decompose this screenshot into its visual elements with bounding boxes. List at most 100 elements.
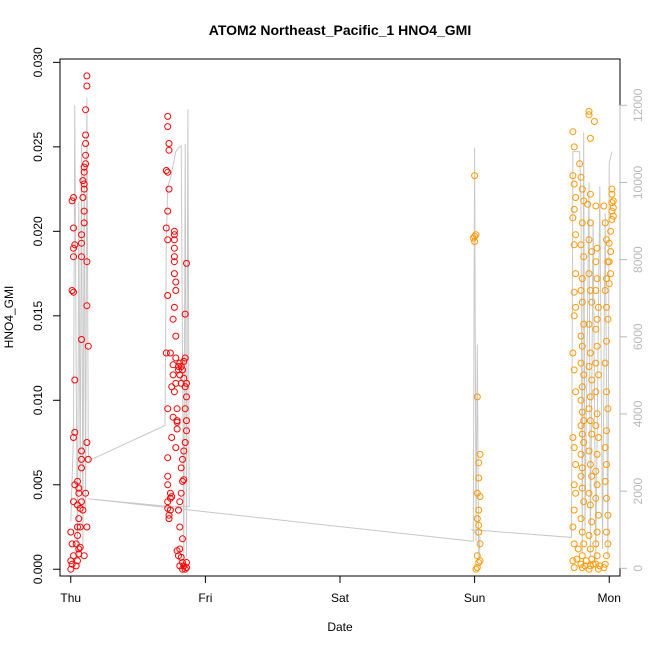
data-point (80, 163, 88, 171)
data-point (72, 540, 80, 548)
data-point (67, 528, 75, 536)
data-point (577, 515, 585, 523)
data-point (588, 376, 596, 384)
data-point (586, 190, 594, 198)
right-y-tick-label: 0 (631, 565, 645, 572)
data-point (78, 253, 85, 261)
data-point (165, 511, 173, 519)
data-point (592, 388, 600, 396)
data-point (595, 303, 602, 311)
data-point (78, 447, 85, 455)
data-point (181, 565, 189, 573)
data-point (572, 194, 580, 201)
data-point (593, 552, 601, 560)
data-point (177, 489, 185, 497)
data-point (170, 244, 178, 252)
data-point (576, 160, 584, 168)
data-point (170, 236, 178, 244)
data-point (592, 467, 600, 475)
data-point (588, 430, 596, 438)
data-point (586, 134, 594, 142)
data-point (172, 444, 180, 452)
data-point (593, 410, 601, 418)
x-tick-label: Mon (598, 591, 621, 605)
data-point (603, 427, 610, 435)
data-point (570, 312, 578, 320)
data-point (585, 111, 593, 119)
data-point (585, 532, 593, 539)
x-axis-label: Date (327, 620, 353, 634)
data-point (592, 494, 600, 502)
x-tick-label: Fri (198, 591, 212, 605)
data-point (181, 310, 189, 318)
data-point (592, 202, 600, 210)
data-point (586, 393, 594, 401)
data-point (176, 562, 184, 570)
data-point (172, 332, 180, 340)
data-point (604, 540, 612, 548)
data-point (83, 439, 91, 446)
data-point (578, 383, 586, 391)
data-point (585, 236, 593, 244)
x-axis: Thu Fri Sat Sun Mon (60, 575, 621, 605)
data-point (475, 521, 483, 529)
data-point (603, 528, 610, 536)
data-point (601, 359, 609, 367)
data-point (569, 557, 577, 565)
data-point (608, 185, 616, 193)
y-tick-label: 0.015 (31, 300, 45, 330)
data-point (475, 528, 483, 536)
data-point (176, 498, 184, 506)
data-point (577, 359, 585, 367)
y-tick-label: 0.010 (31, 385, 45, 415)
data-point (577, 450, 585, 458)
data-point (593, 275, 601, 283)
data-point (172, 354, 180, 362)
data-point (164, 236, 172, 244)
data-point (175, 552, 182, 560)
data-point (607, 227, 615, 235)
data-point (166, 349, 174, 357)
data-point (78, 239, 85, 247)
data-point (580, 197, 588, 205)
data-point (173, 405, 181, 413)
data-point (577, 472, 585, 480)
data-point (165, 515, 173, 523)
data-point (70, 288, 77, 296)
data-point (68, 287, 76, 294)
data-point (68, 540, 76, 548)
data-point (82, 489, 90, 497)
data-point (170, 270, 178, 278)
data-point (70, 224, 77, 232)
data-point (603, 461, 610, 468)
data-point (75, 515, 83, 523)
data-point (569, 523, 577, 531)
data-point (584, 200, 592, 208)
plot-layer (67, 72, 617, 573)
x-tick-label: Sat (331, 591, 350, 605)
data-point (588, 298, 596, 306)
data-point (475, 559, 483, 566)
data-point (569, 172, 577, 180)
data-point (593, 528, 601, 536)
data-point (569, 128, 577, 136)
data-point (79, 194, 87, 201)
data-point (609, 204, 617, 212)
chart-title: ATOM2 Northeast_Pacific_1 HNO4_GMI (209, 22, 471, 38)
data-point (580, 320, 588, 328)
data-point (471, 238, 479, 245)
right-y-tick-label: 4000 (631, 400, 645, 427)
data-point (572, 388, 580, 396)
data-point (177, 464, 185, 472)
data-point (580, 498, 588, 506)
data-point (82, 106, 90, 114)
data-point (577, 241, 585, 249)
data-point (592, 325, 600, 333)
data-point (180, 476, 188, 484)
data-point (585, 405, 593, 413)
y-tick-label: 0.025 (31, 132, 45, 162)
data-point (570, 143, 578, 151)
data-point (78, 231, 85, 239)
data-point (586, 287, 594, 294)
y-axis-label: HNO4_GMI (2, 286, 16, 349)
